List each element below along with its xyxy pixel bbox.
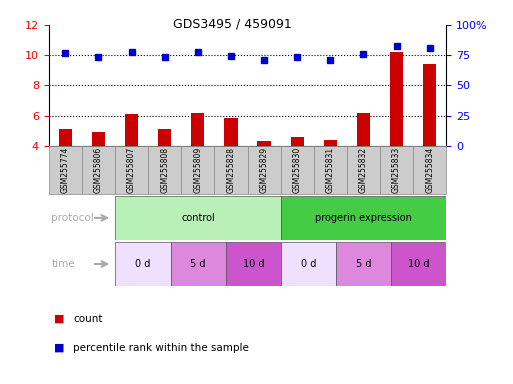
Bar bbox=[115, 146, 148, 194]
Text: time: time bbox=[51, 259, 75, 269]
Bar bbox=[170, 242, 226, 286]
Bar bbox=[115, 196, 281, 240]
Text: GSM255774: GSM255774 bbox=[61, 147, 70, 193]
Bar bbox=[181, 146, 214, 194]
Bar bbox=[92, 132, 105, 146]
Bar bbox=[115, 242, 170, 286]
Bar bbox=[49, 146, 82, 194]
Text: 10 d: 10 d bbox=[243, 259, 264, 269]
Bar bbox=[191, 113, 205, 146]
Text: GSM255830: GSM255830 bbox=[293, 147, 302, 193]
Bar bbox=[423, 64, 437, 146]
Text: GSM255809: GSM255809 bbox=[193, 147, 202, 193]
Bar bbox=[281, 242, 336, 286]
Text: GSM255806: GSM255806 bbox=[94, 147, 103, 193]
Text: percentile rank within the sample: percentile rank within the sample bbox=[73, 343, 249, 353]
Text: GSM255828: GSM255828 bbox=[226, 147, 235, 193]
Bar bbox=[58, 129, 72, 146]
Text: GSM255834: GSM255834 bbox=[425, 147, 434, 193]
Bar bbox=[413, 146, 446, 194]
Text: ■: ■ bbox=[54, 314, 64, 324]
Bar bbox=[391, 242, 446, 286]
Text: ■: ■ bbox=[54, 343, 64, 353]
Text: protocol: protocol bbox=[51, 213, 94, 223]
Text: GSM255807: GSM255807 bbox=[127, 147, 136, 193]
Text: GSM255831: GSM255831 bbox=[326, 147, 335, 193]
Bar bbox=[258, 141, 271, 146]
Bar bbox=[224, 118, 238, 146]
Bar bbox=[281, 146, 314, 194]
Text: progerin expression: progerin expression bbox=[315, 213, 412, 223]
Text: GSM255808: GSM255808 bbox=[160, 147, 169, 193]
Text: 5 d: 5 d bbox=[190, 259, 206, 269]
Text: 10 d: 10 d bbox=[408, 259, 429, 269]
Text: 0 d: 0 d bbox=[135, 259, 151, 269]
Bar bbox=[148, 146, 181, 194]
Bar bbox=[324, 140, 337, 146]
Text: GDS3495 / 459091: GDS3495 / 459091 bbox=[173, 17, 291, 30]
Text: 5 d: 5 d bbox=[356, 259, 371, 269]
Text: GSM255833: GSM255833 bbox=[392, 147, 401, 193]
Text: GSM255829: GSM255829 bbox=[260, 147, 269, 193]
Bar bbox=[247, 146, 281, 194]
Bar bbox=[281, 196, 446, 240]
Bar bbox=[390, 52, 403, 146]
Bar bbox=[226, 242, 281, 286]
Text: control: control bbox=[181, 213, 215, 223]
Bar bbox=[336, 242, 391, 286]
Bar bbox=[158, 129, 171, 146]
Bar bbox=[357, 113, 370, 146]
Bar bbox=[214, 146, 247, 194]
Bar bbox=[347, 146, 380, 194]
Bar bbox=[290, 137, 304, 146]
Bar bbox=[125, 114, 138, 146]
Text: GSM255832: GSM255832 bbox=[359, 147, 368, 193]
Text: 0 d: 0 d bbox=[301, 259, 316, 269]
Bar bbox=[380, 146, 413, 194]
Bar bbox=[314, 146, 347, 194]
Text: count: count bbox=[73, 314, 103, 324]
Bar bbox=[82, 146, 115, 194]
